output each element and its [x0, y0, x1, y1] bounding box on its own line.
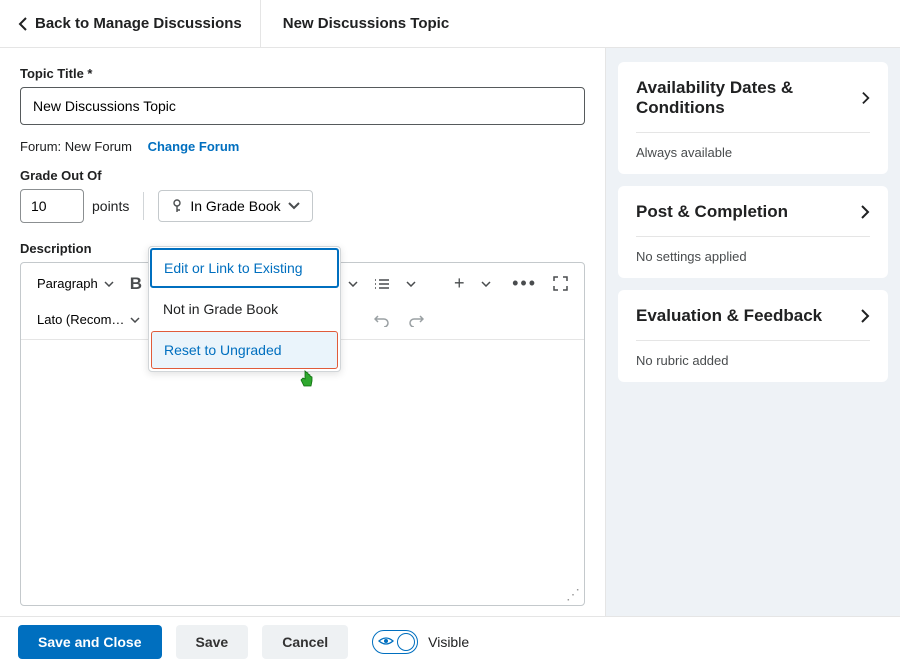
- visibility-toggle[interactable]: [372, 630, 418, 654]
- panel-availability-header[interactable]: Availability Dates & Conditions: [636, 78, 870, 133]
- page-title: New Discussions Topic: [261, 15, 471, 32]
- save-and-close-button[interactable]: Save and Close: [18, 625, 162, 659]
- grade-points-input[interactable]: [20, 189, 84, 223]
- grade-row: points In Grade Book: [20, 189, 585, 223]
- visibility-toggle-wrap: Visible: [372, 630, 469, 654]
- resize-handle-icon[interactable]: ⋰: [566, 586, 580, 603]
- change-forum-link[interactable]: Change Forum: [148, 139, 240, 154]
- body: Topic Title * Forum: New Forum Change Fo…: [0, 48, 900, 616]
- insert-button[interactable]: +: [448, 269, 471, 298]
- more-button[interactable]: •••: [506, 269, 543, 298]
- back-label: Back to Manage Discussions: [35, 15, 242, 32]
- panel-evaluation-header[interactable]: Evaluation & Feedback: [636, 306, 870, 341]
- page-header: Back to Manage Discussions New Discussio…: [0, 0, 900, 48]
- cursor-pointer-icon: [299, 369, 317, 393]
- side-column: Availability Dates & Conditions Always a…: [606, 48, 900, 616]
- grade-label: Grade Out Of: [20, 168, 585, 183]
- cancel-button[interactable]: Cancel: [262, 625, 348, 659]
- key-icon: [171, 199, 183, 213]
- visibility-label: Visible: [428, 634, 469, 650]
- chevron-down-icon[interactable]: [400, 277, 422, 291]
- save-button[interactable]: Save: [176, 625, 249, 659]
- panel-availability-sub: Always available: [636, 133, 870, 160]
- forum-row: Forum: New Forum Change Forum: [20, 139, 585, 154]
- gradebook-btn-label: In Grade Book: [190, 198, 280, 214]
- undo-button[interactable]: [368, 309, 396, 331]
- bold-button[interactable]: B: [124, 270, 148, 298]
- chevron-right-icon: [862, 91, 870, 105]
- panel-availability: Availability Dates & Conditions Always a…: [618, 62, 888, 174]
- gradebook-dropdown-menu: Edit or Link to Existing Not in Grade Bo…: [148, 246, 341, 372]
- panel-post-completion-sub: No settings applied: [636, 237, 870, 264]
- panel-evaluation: Evaluation & Feedback No rubric added: [618, 290, 888, 382]
- divider: [143, 192, 144, 220]
- panel-post-completion: Post & Completion No settings applied: [618, 186, 888, 278]
- chevron-right-icon: [861, 309, 870, 323]
- toggle-knob: [397, 633, 415, 651]
- chevron-down-icon: [288, 202, 300, 210]
- topic-title-input[interactable]: [20, 87, 585, 125]
- title-label: Topic Title *: [20, 66, 585, 81]
- back-button[interactable]: Back to Manage Discussions: [0, 0, 261, 47]
- forum-label: Forum: New Forum: [20, 139, 132, 154]
- chevron-right-icon: [861, 205, 870, 219]
- menu-item-edit-link-existing[interactable]: Edit or Link to Existing: [150, 248, 339, 288]
- menu-item-not-in-gradebook[interactable]: Not in Grade Book: [149, 289, 340, 329]
- panel-evaluation-sub: No rubric added: [636, 341, 870, 368]
- points-label: points: [92, 198, 129, 214]
- chevron-down-icon[interactable]: [475, 277, 497, 291]
- chevron-down-icon: [104, 281, 114, 287]
- menu-item-reset-ungraded[interactable]: Reset to Ungraded: [151, 331, 338, 369]
- list-button[interactable]: [368, 274, 396, 294]
- redo-button[interactable]: [402, 309, 430, 331]
- fullscreen-icon[interactable]: [547, 272, 574, 295]
- chevron-down-icon: [130, 317, 140, 323]
- font-family-select[interactable]: Lato (Recom…: [31, 308, 146, 331]
- footer: Save and Close Save Cancel Visible: [0, 616, 900, 666]
- paragraph-style-select[interactable]: Paragraph: [31, 272, 120, 295]
- panel-post-completion-header[interactable]: Post & Completion: [636, 202, 870, 237]
- chevron-down-icon[interactable]: [342, 277, 364, 291]
- eye-icon: [378, 634, 394, 650]
- chevron-left-icon: [18, 17, 27, 31]
- in-gradebook-dropdown[interactable]: In Grade Book: [158, 190, 312, 222]
